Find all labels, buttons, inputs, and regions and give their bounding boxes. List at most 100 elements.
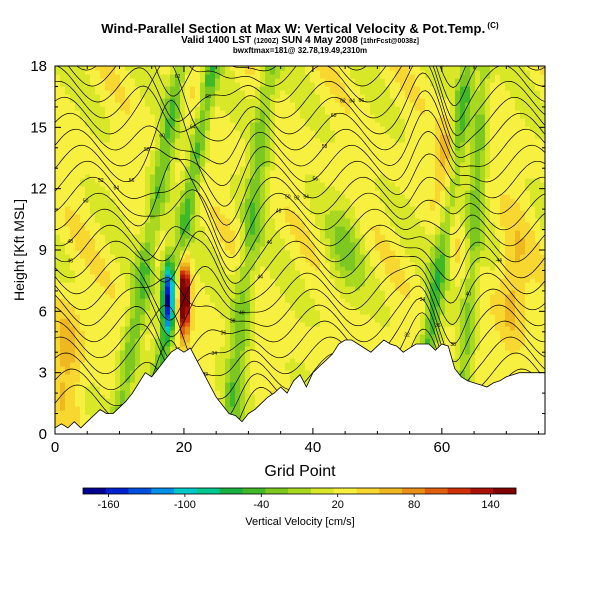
velocity-cell bbox=[140, 270, 146, 275]
velocity-cell bbox=[305, 282, 311, 287]
velocity-cell bbox=[175, 150, 181, 155]
velocity-cell bbox=[220, 282, 226, 287]
velocity-cell bbox=[190, 286, 196, 291]
velocity-cell bbox=[145, 190, 151, 195]
velocity-cell bbox=[195, 278, 201, 283]
velocity-cell bbox=[95, 382, 101, 387]
velocity-cell bbox=[320, 310, 326, 315]
velocity-cell bbox=[65, 214, 71, 219]
velocity-cell bbox=[245, 410, 251, 415]
velocity-cell bbox=[115, 374, 121, 379]
velocity-cell bbox=[230, 350, 236, 355]
velocity-cell bbox=[220, 166, 226, 171]
velocity-cell bbox=[235, 154, 241, 159]
velocity-cell bbox=[260, 82, 266, 87]
velocity-cell bbox=[320, 138, 326, 143]
velocity-cell bbox=[90, 290, 96, 295]
velocity-cell bbox=[110, 226, 116, 231]
velocity-cell bbox=[80, 354, 86, 359]
velocity-cell bbox=[230, 254, 236, 259]
velocity-cell bbox=[305, 74, 311, 79]
velocity-cell bbox=[60, 270, 66, 275]
velocity-cell bbox=[285, 82, 291, 87]
velocity-cell bbox=[120, 134, 126, 139]
velocity-cell bbox=[230, 138, 236, 143]
velocity-cell bbox=[100, 162, 106, 167]
velocity-cell bbox=[260, 134, 266, 139]
velocity-cell bbox=[205, 290, 211, 295]
velocity-cell bbox=[170, 202, 176, 207]
velocity-cell bbox=[185, 266, 191, 271]
velocity-cell bbox=[300, 210, 306, 215]
velocity-cell bbox=[220, 106, 226, 111]
velocity-cell bbox=[185, 218, 191, 223]
velocity-cell bbox=[145, 138, 151, 143]
velocity-cell bbox=[265, 198, 271, 203]
velocity-cell bbox=[185, 214, 191, 219]
velocity-cell bbox=[245, 194, 251, 199]
velocity-cell bbox=[80, 266, 86, 271]
velocity-cell bbox=[285, 254, 291, 259]
velocity-cell bbox=[140, 98, 146, 103]
velocity-cell bbox=[125, 90, 131, 95]
velocity-cell bbox=[185, 310, 191, 315]
velocity-cell bbox=[60, 382, 66, 387]
velocity-cell bbox=[105, 90, 111, 95]
velocity-cell bbox=[155, 270, 161, 275]
velocity-cell bbox=[80, 234, 86, 239]
velocity-cell bbox=[145, 218, 151, 223]
velocity-cell bbox=[225, 186, 231, 191]
velocity-cell bbox=[160, 254, 166, 259]
velocity-cell bbox=[260, 186, 266, 191]
velocity-cell bbox=[65, 242, 71, 247]
velocity-cell bbox=[120, 122, 126, 127]
velocity-cell bbox=[275, 190, 281, 195]
velocity-cell bbox=[310, 166, 316, 171]
velocity-cell bbox=[130, 66, 136, 71]
velocity-cell bbox=[60, 242, 66, 247]
velocity-cell bbox=[70, 310, 76, 315]
velocity-cell bbox=[75, 422, 81, 427]
velocity-cell bbox=[250, 106, 256, 111]
velocity-cell bbox=[260, 230, 266, 235]
velocity-cell bbox=[125, 82, 131, 87]
velocity-cell bbox=[230, 282, 236, 287]
velocity-cell bbox=[125, 74, 131, 79]
velocity-cell bbox=[105, 310, 111, 315]
velocity-cell bbox=[295, 254, 301, 259]
velocity-cell bbox=[180, 250, 186, 255]
velocity-cell bbox=[85, 118, 91, 123]
velocity-cell bbox=[235, 374, 241, 379]
velocity-cell bbox=[300, 178, 306, 183]
velocity-cell bbox=[280, 162, 286, 167]
velocity-cell bbox=[260, 246, 266, 251]
velocity-cell bbox=[305, 190, 311, 195]
velocity-cell bbox=[165, 182, 171, 187]
velocity-cell bbox=[225, 202, 231, 207]
velocity-cell bbox=[170, 186, 176, 191]
velocity-cell bbox=[170, 154, 176, 159]
velocity-cell bbox=[200, 238, 206, 243]
velocity-cell bbox=[310, 278, 316, 283]
velocity-cell bbox=[110, 178, 116, 183]
velocity-cell bbox=[195, 274, 201, 279]
velocity-cell bbox=[170, 66, 176, 71]
velocity-cell bbox=[270, 358, 276, 363]
velocity-cell bbox=[225, 178, 231, 183]
velocity-cell bbox=[70, 342, 76, 347]
velocity-cell bbox=[100, 362, 106, 367]
velocity-cell bbox=[175, 114, 181, 119]
velocity-cell bbox=[145, 154, 151, 159]
velocity-cell bbox=[215, 214, 221, 219]
velocity-cell bbox=[240, 374, 246, 379]
velocity-cell bbox=[140, 206, 146, 211]
velocity-cell bbox=[190, 242, 196, 247]
velocity-cell bbox=[115, 210, 121, 215]
velocity-cell bbox=[205, 342, 211, 347]
velocity-cell bbox=[250, 366, 256, 371]
velocity-cell bbox=[310, 230, 316, 235]
velocity-cell bbox=[220, 390, 226, 395]
velocity-cell bbox=[85, 274, 91, 279]
velocity-cell bbox=[105, 378, 111, 383]
velocity-cell bbox=[70, 170, 76, 175]
